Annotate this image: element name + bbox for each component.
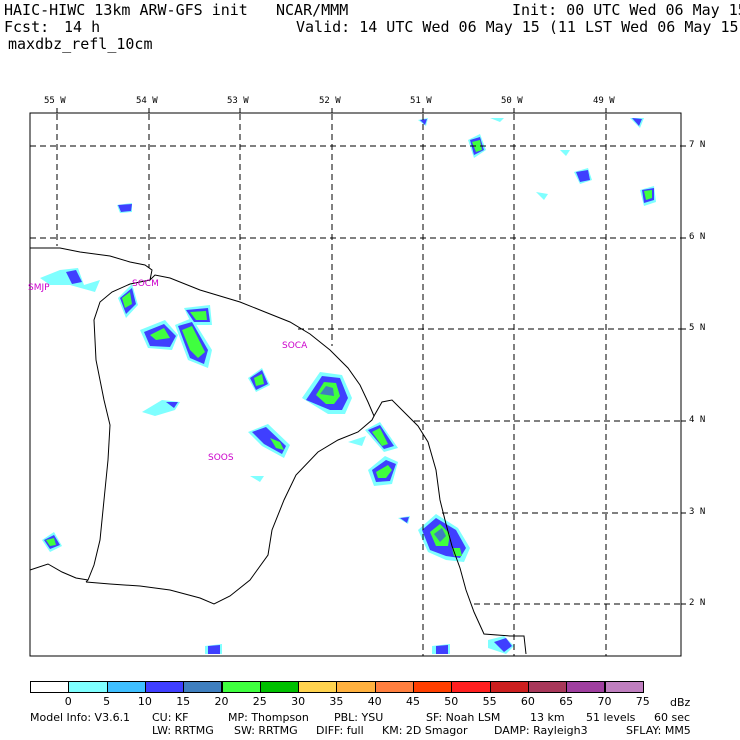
vertical-levels: 51 levels bbox=[586, 711, 636, 724]
lat-label: 2 N bbox=[689, 598, 706, 608]
lat-label: 4 N bbox=[689, 415, 706, 425]
longwave-scheme: LW: RRTMG bbox=[152, 724, 214, 737]
lon-label: 50 W bbox=[501, 96, 523, 106]
field-name: maxdbz_refl_10cm bbox=[8, 35, 153, 53]
lon-label: 52 W bbox=[319, 96, 341, 106]
damping-option: DAMP: Rayleigh3 bbox=[494, 724, 588, 737]
station-label: SMJP bbox=[28, 283, 50, 293]
colorbar-tick-label: 55 bbox=[482, 695, 497, 708]
colorbar-cell bbox=[183, 681, 223, 693]
org-label: NCAR/MMM bbox=[276, 1, 349, 19]
colorbar-tick-label: 5 bbox=[103, 695, 111, 708]
colorbar-tick-label: 60 bbox=[520, 695, 535, 708]
lat-lon-grid bbox=[30, 114, 681, 656]
frame-ticks bbox=[56, 108, 686, 605]
lon-label: 51 W bbox=[410, 96, 432, 106]
microphysics-scheme: MP: Thompson bbox=[228, 711, 309, 724]
colorbar-cell bbox=[527, 681, 568, 693]
colorbar-cell bbox=[336, 681, 376, 693]
colorbar-cell bbox=[30, 681, 70, 693]
valid-time: Valid: 14 UTC Wed 06 May 15 (11 LST Wed … bbox=[296, 18, 740, 36]
colorbar-tick-label: 0 bbox=[64, 695, 72, 708]
colorbar-tick-label: 40 bbox=[367, 695, 382, 708]
time-step: 60 sec bbox=[654, 711, 691, 724]
surface-layer-scheme: SFLAY: MM5 bbox=[626, 724, 691, 737]
colorbar-cell bbox=[451, 681, 491, 693]
station-label: SOCA bbox=[282, 341, 308, 351]
lat-label: 7 N bbox=[689, 140, 706, 150]
colorbar-tick-label: 70 bbox=[597, 695, 612, 708]
colorbar-cell bbox=[374, 681, 414, 693]
lon-label: 49 W bbox=[593, 96, 615, 106]
shortwave-scheme: SW: RRTMG bbox=[234, 724, 298, 737]
colorbar-cell bbox=[566, 681, 606, 693]
colorbar-tick-label: 50 bbox=[444, 695, 459, 708]
colorbar-cell bbox=[259, 681, 300, 693]
grid-resolution: 13 km bbox=[530, 711, 565, 724]
pbl-scheme: PBL: YSU bbox=[334, 711, 384, 724]
lon-label: 55 W bbox=[44, 96, 66, 106]
station-label: SOCM bbox=[132, 279, 159, 289]
cumulus-scheme: CU: KF bbox=[152, 711, 189, 724]
colorbar-tick-label: 35 bbox=[329, 695, 344, 708]
colorbar-cell bbox=[144, 681, 185, 693]
colorbar-tick-label: 25 bbox=[252, 695, 267, 708]
colorbar-cell bbox=[604, 681, 644, 693]
model-title: HAIC-HIWC 13km ARW-GFS init bbox=[4, 1, 248, 19]
colorbar-tick-label: 20 bbox=[214, 695, 229, 708]
fcst-label: Fcst: bbox=[4, 18, 50, 36]
colorbar-cell bbox=[298, 681, 338, 693]
lat-label: 5 N bbox=[689, 323, 706, 333]
lon-label: 54 W bbox=[136, 96, 158, 106]
colorbar-tick-label: 45 bbox=[406, 695, 420, 708]
model-version: Model Info: V3.6.1 bbox=[30, 711, 131, 724]
colorbar-tick-label: 75 bbox=[635, 695, 650, 708]
colorbar-cell bbox=[221, 681, 261, 693]
colorbar-tick-label: 65 bbox=[559, 695, 574, 708]
colorbar-unit: dBz bbox=[670, 696, 691, 709]
colorbar-cell bbox=[489, 681, 529, 693]
colorbar-tick-label: 10 bbox=[137, 695, 152, 708]
colorbar-cell bbox=[413, 681, 453, 693]
fcst-value: 14 h bbox=[64, 18, 101, 36]
surface-scheme: SF: Noah LSM bbox=[426, 711, 501, 724]
map-frame bbox=[29, 112, 682, 657]
colorbar-cell bbox=[106, 681, 146, 693]
km-option: KM: 2D Smagor bbox=[382, 724, 468, 737]
coastlines bbox=[29, 247, 527, 655]
colorbar-tick-label: 30 bbox=[291, 695, 306, 708]
lat-label: 3 N bbox=[689, 507, 706, 517]
lon-label: 53 W bbox=[227, 96, 249, 106]
init-time: Init: 00 UTC Wed 06 May 15 bbox=[512, 1, 740, 19]
echo-cells bbox=[40, 118, 656, 654]
station-label: SOOS bbox=[208, 453, 234, 463]
colorbar-cell bbox=[68, 681, 108, 693]
lat-label: 6 N bbox=[689, 232, 706, 242]
diffusion-option: DIFF: full bbox=[316, 724, 364, 737]
colorbar-tick-label: 15 bbox=[176, 695, 191, 708]
